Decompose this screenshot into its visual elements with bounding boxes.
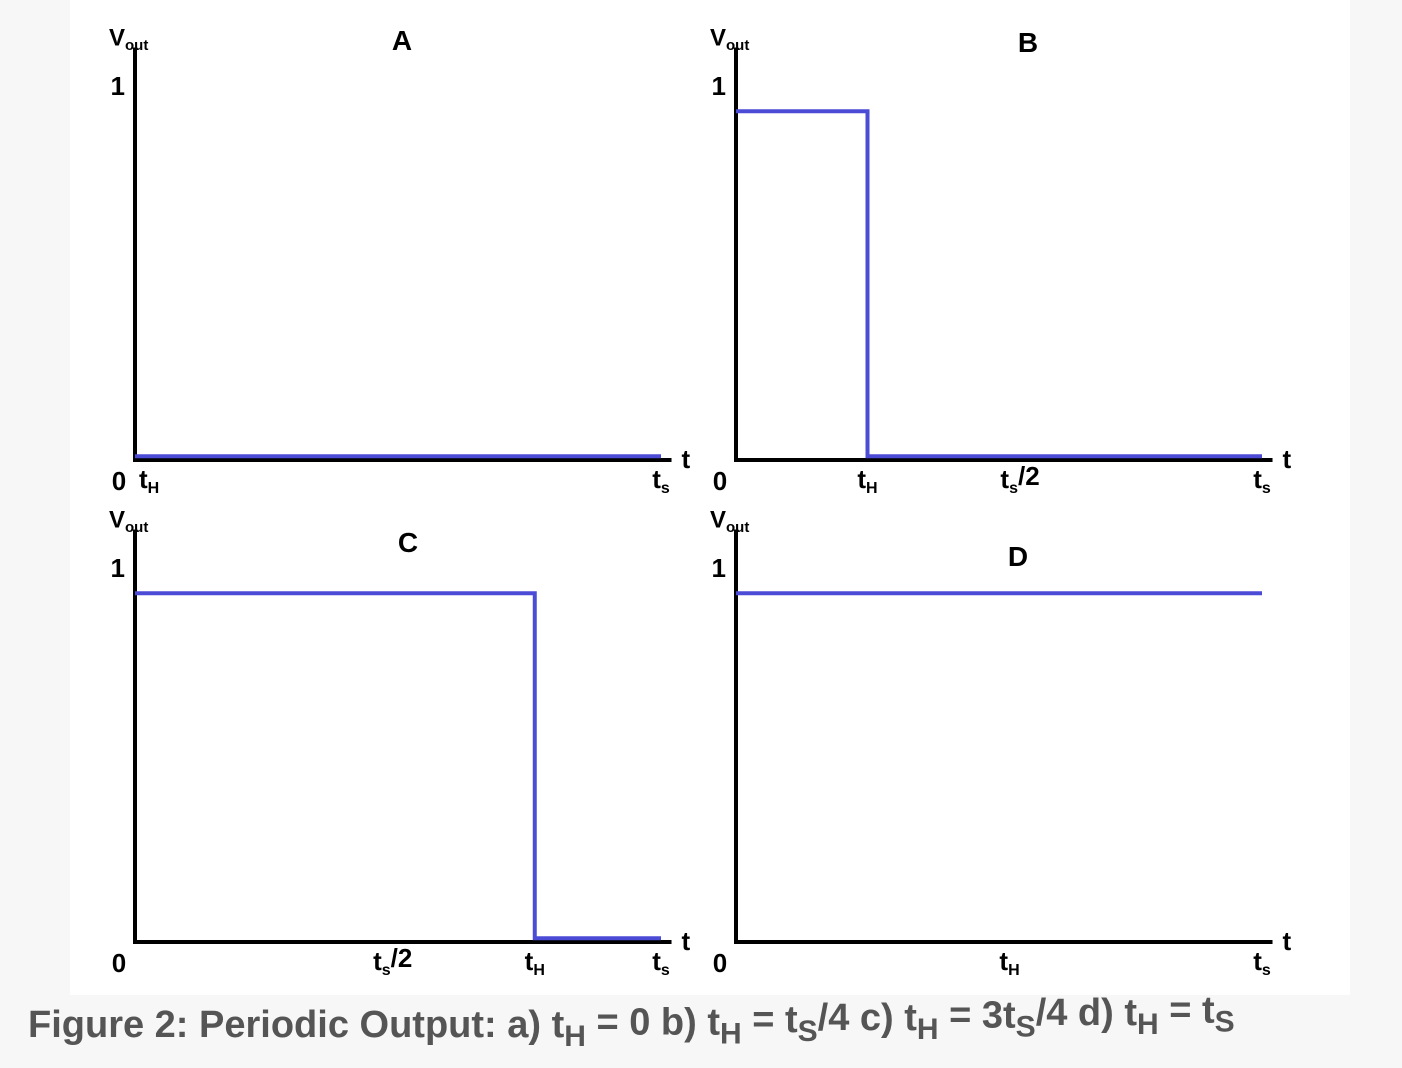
subscript: H	[866, 480, 878, 497]
subscript: H	[1008, 962, 1020, 979]
subscript: H	[720, 1018, 742, 1051]
x-tick-label: ts/2	[373, 943, 412, 979]
signal-line	[135, 591, 661, 941]
subscript: S	[1215, 1006, 1235, 1039]
panel-title: A	[392, 25, 412, 56]
text-run: t	[1000, 464, 1009, 494]
text-run: = t	[742, 999, 798, 1041]
text-run: V	[710, 507, 726, 534]
x-tick-label: tH	[999, 946, 1019, 979]
subscript: S	[798, 1015, 818, 1048]
text-run: V	[710, 25, 726, 52]
x-tick-label: ts/2	[1000, 461, 1039, 497]
subscript: out	[125, 37, 148, 54]
y-tick-label: 1	[712, 71, 726, 101]
y-axis-label: Vout	[710, 25, 749, 55]
y-tick-label: 1	[111, 553, 125, 583]
text-run: t	[525, 946, 534, 976]
subscript: H	[148, 480, 160, 497]
x-tick-label: ts	[1253, 464, 1271, 497]
x-tick-label: tH	[139, 464, 159, 497]
text-run: t	[652, 464, 661, 494]
subscript: H	[564, 1020, 586, 1053]
text-run: t	[999, 946, 1008, 976]
text-run: t	[139, 464, 148, 494]
subscript: out	[726, 37, 749, 54]
subscript: s	[1262, 962, 1271, 979]
x-axis-label: t	[682, 926, 691, 956]
x-tick-label: ts	[1253, 946, 1271, 979]
y-tick-label: 1	[712, 553, 726, 583]
x-tick-label: 0	[713, 948, 727, 978]
figure-background	[70, 0, 1350, 995]
subscript: H	[533, 962, 545, 979]
signal-line	[736, 109, 1262, 459]
text-run: Figure 2: Periodic Output: a) t	[28, 1004, 565, 1046]
text-run: t	[373, 946, 382, 976]
text-run: /2	[391, 943, 413, 973]
y-axis-label: Vout	[109, 507, 148, 537]
text-run: V	[109, 25, 125, 52]
x-tick-label: ts	[652, 946, 670, 979]
text-run: t	[1253, 464, 1262, 494]
x-tick-label: ts	[652, 464, 670, 497]
text-run: /4 d) t	[1036, 992, 1138, 1034]
x-tick-label: tH	[857, 464, 877, 497]
y-tick-label: 1	[111, 71, 125, 101]
subscript: S	[1016, 1010, 1036, 1043]
panel-title: C	[398, 527, 418, 558]
panel-title: D	[1008, 541, 1028, 572]
x-axis-label: t	[1283, 926, 1292, 956]
x-tick-label: 0	[112, 466, 126, 496]
text-run: = t	[1159, 990, 1215, 1032]
x-axis-label: t	[682, 444, 691, 474]
x-axis-label: t	[1283, 444, 1292, 474]
text-run: = 0 b) t	[586, 1002, 720, 1044]
subscript: s	[661, 480, 670, 497]
subscript: s	[1262, 480, 1271, 497]
text-run: /4 c) t	[818, 997, 918, 1039]
text-run: /2	[1018, 461, 1040, 491]
x-tick-label: 0	[713, 466, 727, 496]
panel-title: B	[1018, 27, 1038, 58]
text-run: t	[1253, 946, 1262, 976]
x-tick-label: 0	[112, 948, 126, 978]
y-axis-label: Vout	[109, 25, 148, 55]
subscript: out	[125, 519, 148, 536]
subscript: s	[661, 962, 670, 979]
text-run: t	[652, 946, 661, 976]
text-run: t	[857, 464, 866, 494]
caption: Figure 2: Periodic Output: a) tH = 0 b) …	[28, 990, 1235, 1053]
subscript: H	[917, 1013, 939, 1046]
text-run: V	[109, 507, 125, 534]
subscript: s	[1009, 480, 1018, 497]
subscript: H	[1137, 1008, 1159, 1041]
subscript: out	[726, 519, 749, 536]
y-axis-label: Vout	[710, 507, 749, 537]
text-run: = 3t	[939, 994, 1016, 1036]
subscript: s	[382, 962, 391, 979]
x-tick-label: tH	[525, 946, 545, 979]
